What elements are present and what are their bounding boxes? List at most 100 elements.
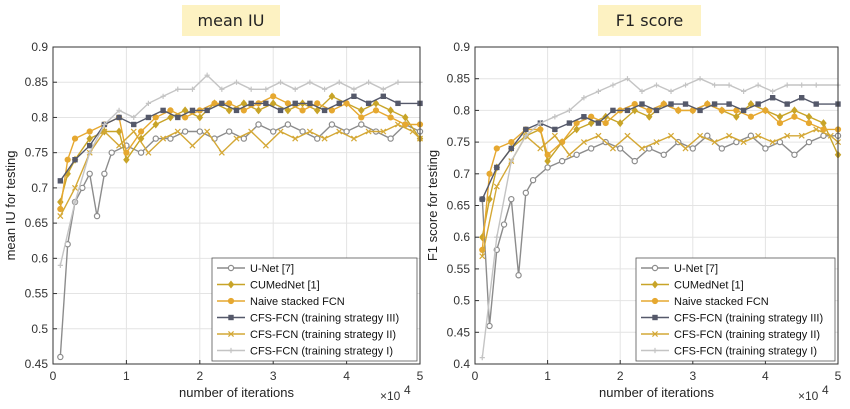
data-point	[219, 100, 225, 107]
data-point	[566, 107, 572, 113]
data-point	[667, 132, 675, 139]
data-point	[776, 112, 784, 121]
data-point	[711, 101, 718, 107]
data-point	[552, 126, 558, 133]
legend-swatch-marker	[227, 280, 235, 289]
data-point	[566, 151, 573, 158]
data-point	[137, 149, 145, 156]
data-point	[820, 119, 827, 128]
y-tick-label: 0.6	[453, 230, 470, 244]
data-point	[726, 101, 732, 107]
data-point	[813, 82, 819, 88]
data-point	[167, 135, 174, 142]
data-point	[372, 99, 380, 108]
legend-item-5: CFS-FCN (training strategy II)	[641, 329, 820, 341]
data-point	[116, 107, 122, 113]
mean-iu-chart: 0 1 2 3 4 50.450.50.550.60.650.70.750.80.850.…	[3, 40, 424, 403]
y-tick-label: 0.55	[25, 287, 49, 301]
legend-label: CFS-FCN (training strategy II)	[674, 329, 820, 341]
data-point	[351, 86, 357, 92]
data-point	[314, 100, 321, 107]
data-point	[624, 132, 631, 139]
data-point	[653, 82, 660, 88]
data-point	[115, 127, 123, 136]
data-point	[101, 170, 108, 177]
data-point	[805, 138, 813, 146]
data-point	[358, 106, 365, 115]
data-point	[682, 101, 689, 107]
data-point	[813, 126, 820, 133]
data-point	[631, 106, 638, 115]
data-point	[395, 100, 401, 107]
data-point	[175, 86, 181, 92]
data-point	[86, 128, 93, 135]
y-axis-label: F1 score for testing	[425, 150, 440, 261]
data-point	[395, 79, 401, 85]
y-tick-label: 0.9	[31, 40, 48, 54]
data-point	[130, 128, 137, 135]
data-point	[747, 113, 754, 120]
data-point	[726, 82, 732, 88]
data-point	[189, 107, 196, 114]
data-point	[299, 128, 306, 135]
data-point	[57, 213, 64, 220]
y-tick-label: 0.85	[447, 72, 471, 86]
data-point	[522, 189, 530, 197]
x-axis-label: number of iterations	[599, 385, 714, 400]
data-point	[558, 157, 566, 165]
series-4	[57, 93, 423, 184]
data-point	[784, 132, 791, 139]
y-axis-label: mean IU for testing	[3, 151, 18, 261]
data-point	[204, 128, 211, 135]
data-point	[321, 107, 328, 114]
data-point	[255, 106, 262, 115]
legend-swatch-marker	[228, 314, 234, 321]
data-point	[394, 121, 402, 128]
legend-item-2: CUMedNet [1]	[217, 280, 320, 292]
series-6	[57, 72, 423, 268]
data-point	[805, 119, 813, 127]
data-point	[204, 72, 210, 78]
data-point	[523, 133, 529, 139]
x-exponent-power: 4	[822, 383, 829, 397]
data-point	[101, 128, 108, 135]
data-point	[689, 145, 697, 152]
data-point	[638, 145, 646, 152]
chart-title-mean-iu: mean IU	[182, 5, 280, 36]
data-point	[225, 106, 233, 115]
data-point	[500, 221, 508, 228]
y-tick-label: 0.55	[447, 262, 471, 276]
data-point	[799, 82, 805, 88]
data-point	[262, 142, 269, 149]
legend-label: U-Net [7]	[250, 263, 294, 275]
data-point	[189, 142, 196, 149]
data-point	[248, 100, 254, 107]
data-point	[336, 128, 343, 135]
data-point	[160, 107, 166, 114]
data-point	[380, 128, 387, 135]
data-point	[292, 135, 299, 142]
f1-score-chart: 0 1 2 3 4 50.40.450.50.550.60.650.70.750.80.8…	[425, 40, 842, 403]
x-tick-label: 5	[835, 369, 842, 383]
data-point	[409, 128, 416, 135]
data-point	[791, 151, 798, 158]
data-point	[343, 128, 350, 135]
data-point	[508, 195, 515, 203]
data-point	[219, 86, 225, 92]
legend-item-4: CFS-FCN (training strategy III)	[641, 313, 823, 325]
data-point	[587, 119, 595, 128]
y-tick-label: 0.75	[447, 135, 471, 149]
legend-item-1: U-Net [7]	[641, 263, 718, 275]
data-point	[145, 100, 152, 106]
data-point	[697, 107, 703, 114]
data-point	[508, 139, 515, 146]
y-tick-label: 0.7	[453, 167, 470, 181]
data-point	[248, 86, 254, 92]
data-point	[57, 178, 64, 184]
data-point	[494, 164, 500, 171]
data-point	[523, 126, 529, 133]
data-point	[595, 88, 602, 94]
data-point	[116, 142, 123, 149]
legend-label: Naive stacked FCN	[674, 296, 769, 308]
x-tick-label: 1	[123, 369, 130, 383]
